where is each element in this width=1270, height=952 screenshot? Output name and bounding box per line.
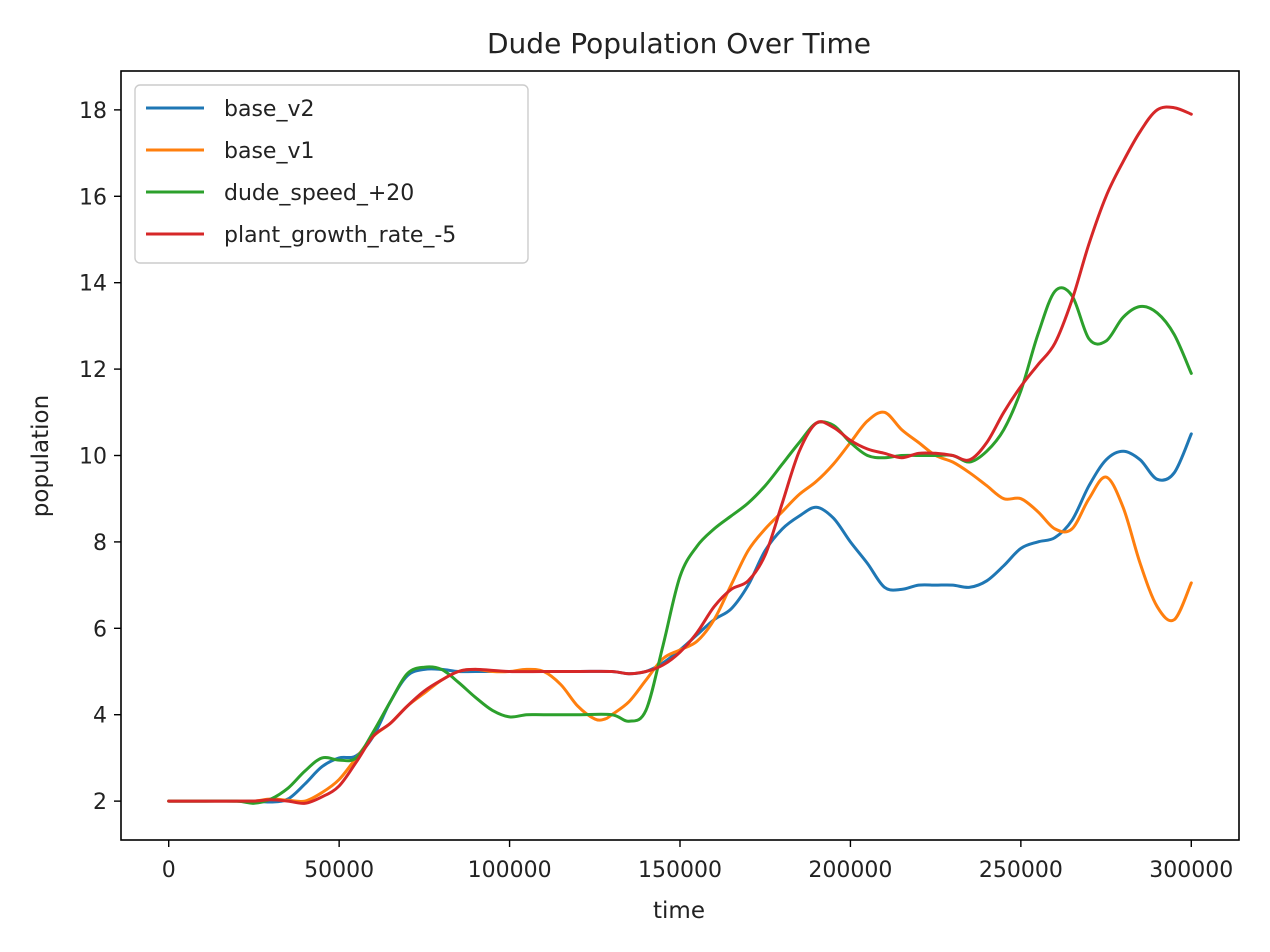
x-tick-label: 50000	[304, 858, 374, 883]
y-tick-label: 6	[93, 617, 107, 642]
x-tick-label: 250000	[979, 858, 1063, 883]
y-tick-label: 8	[93, 531, 107, 556]
legend: base_v2 base_v1 dude_speed_+20 plant_growth…	[134, 84, 529, 264]
x-tick-label: 200000	[808, 858, 892, 883]
legend-label: base_v1	[224, 139, 314, 164]
x-tick-label: 0	[162, 858, 176, 883]
y-tick-label: 10	[79, 445, 107, 470]
x-tick-label: 100000	[468, 858, 552, 883]
y-tick-label: 2	[93, 790, 107, 815]
legend-label: base_v2	[224, 97, 314, 122]
x-axis-label: time	[653, 898, 705, 924]
plot-lines	[167, 105, 1193, 805]
x-axis-ticks: 0 50000 100000 150000 200000 250000 300000	[162, 840, 1233, 883]
x-tick-label: 300000	[1149, 858, 1233, 883]
y-tick-label: 4	[93, 704, 107, 729]
y-axis-ticks: 2 4 6 8 10 12 14 16 18	[79, 99, 121, 815]
legend-box	[134, 84, 529, 264]
y-tick-label: 14	[79, 272, 107, 297]
y-tick-label: 16	[79, 185, 107, 210]
series-line-plant_growth_rate_-5	[167, 105, 1193, 805]
y-tick-label: 18	[79, 99, 107, 124]
x-tick-label: 150000	[638, 858, 722, 883]
legend-label: plant_growth_rate_-5	[224, 223, 456, 248]
chart-title: Dude Population Over Time	[487, 27, 871, 60]
legend-label: dude_speed_+20	[224, 181, 414, 206]
y-tick-label: 12	[79, 358, 107, 383]
y-axis-label: population	[28, 395, 54, 517]
